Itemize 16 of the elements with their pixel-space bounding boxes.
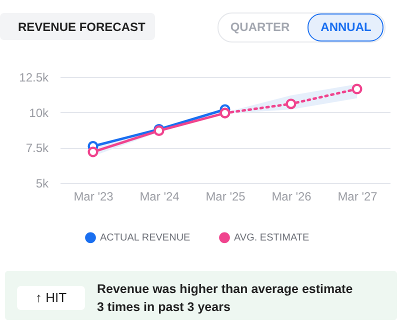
x-tick-label: Mar '23 (74, 190, 114, 204)
chart-title: REVENUE FORECAST (18, 20, 146, 34)
x-tick-label: Mar '26 (272, 190, 312, 204)
text: ANNUAL (320, 20, 372, 34)
x-tick-label: Mar '24 (140, 190, 180, 204)
y-tick-label: 10k (29, 106, 50, 120)
text: ↑ HIT (35, 290, 67, 305)
text: Revenue was higher than average estimate 3 times in past 3 years (97, 282, 353, 314)
y-tick-label: 5k (36, 176, 50, 190)
y-tick-label: 12.5k (19, 70, 50, 84)
legend-label: ACTUAL REVENUE (100, 232, 191, 244)
y-tick-label: 7.5k (26, 141, 50, 156)
legend-label: AVG. ESTIMATE (234, 232, 310, 244)
x-tick-label: Mar '27 (338, 190, 378, 204)
x-tick-label: Mar '25 (206, 190, 246, 204)
text: QUARTER (230, 20, 290, 34)
